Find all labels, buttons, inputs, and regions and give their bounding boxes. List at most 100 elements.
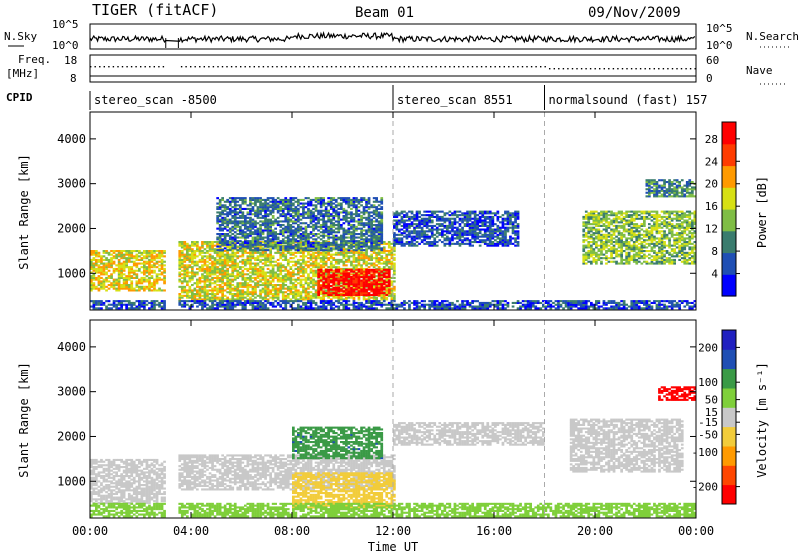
heatmap-cell <box>390 266 394 269</box>
heatmap-cell <box>276 266 280 269</box>
heatmap-cell <box>254 238 257 241</box>
heatmap-cell <box>365 290 368 293</box>
heatmap-cell <box>107 275 111 278</box>
heatmap-cell <box>360 243 363 246</box>
heatmap-cell <box>314 245 318 248</box>
heatmap-cell <box>218 278 222 281</box>
heatmap-cell <box>107 280 111 283</box>
heatmap-cell <box>239 260 242 263</box>
heatmap-cell <box>231 198 235 201</box>
heatmap-cell <box>203 298 207 301</box>
heatmap-cell <box>463 232 467 235</box>
heatmap-cell <box>249 209 252 212</box>
heatmap-cell <box>281 291 285 294</box>
heatmap-cell <box>438 239 442 242</box>
heatmap-cell <box>264 282 267 285</box>
heatmap-cell <box>304 227 308 230</box>
power-heatmap <box>90 112 697 310</box>
heatmap-cell <box>317 198 320 201</box>
heatmap-cell <box>163 275 166 278</box>
heatmap-cell <box>264 222 267 225</box>
heatmap-cell <box>191 275 194 278</box>
heatmap-cell <box>239 267 242 270</box>
heatmap-cell <box>337 273 341 276</box>
heatmap-cell <box>233 236 237 239</box>
heatmap-cell <box>127 275 131 278</box>
freq-point <box>140 66 142 68</box>
heatmap-cell <box>188 260 192 263</box>
heatmap-cell <box>380 200 384 203</box>
heatmap-cell <box>382 266 386 269</box>
heatmap-cell <box>211 294 214 297</box>
heatmap-cell <box>309 296 313 299</box>
heatmap-cell <box>327 292 330 295</box>
heatmap-cell <box>130 289 134 292</box>
heatmap-cell <box>236 275 240 278</box>
heatmap-cell <box>284 280 288 283</box>
heatmap-cell <box>120 269 123 272</box>
heatmap-cell <box>90 275 93 278</box>
heatmap-cell <box>319 243 323 246</box>
heatmap-cell <box>393 298 396 301</box>
heatmap-cell <box>377 290 381 293</box>
heatmap-cell <box>261 287 265 290</box>
heatmap-cell <box>380 197 384 200</box>
heatmap-cell <box>266 198 270 201</box>
heatmap-cell <box>329 198 333 201</box>
heatmap-cell <box>286 218 290 221</box>
heatmap-cell <box>246 211 250 214</box>
heatmap-cell <box>206 291 209 294</box>
heatmap-cell <box>266 275 270 278</box>
heatmap-cell <box>112 285 116 288</box>
heatmap-cell <box>377 292 381 295</box>
heatmap-cell <box>143 266 146 269</box>
heatmap-cell <box>140 271 144 274</box>
heatmap-cell <box>327 238 330 241</box>
heatmap-cell <box>125 278 128 281</box>
heatmap-cell <box>317 202 320 205</box>
heatmap-cell <box>191 242 194 245</box>
heatmap-cell <box>153 282 156 285</box>
heatmap-cell <box>281 282 285 285</box>
heatmap-cell <box>264 213 267 216</box>
heatmap-cell <box>334 268 338 271</box>
heatmap-cell <box>476 237 479 240</box>
heatmap-cell <box>375 290 378 293</box>
heatmap-cell <box>251 253 255 256</box>
heatmap-cell <box>317 233 320 236</box>
heatmap-cell <box>138 255 141 258</box>
heatmap-cell <box>340 197 343 200</box>
heatmap-cell <box>198 280 202 283</box>
heatmap-cell <box>387 242 391 245</box>
heatmap-cell <box>362 207 366 210</box>
heatmap-cell <box>433 242 437 245</box>
heatmap-cell <box>233 215 237 218</box>
heatmap-cell <box>241 215 245 218</box>
heatmap-cell <box>127 289 131 292</box>
heatmap-cell <box>92 282 96 285</box>
heatmap-cell <box>476 219 479 222</box>
heatmap-cell <box>261 289 265 292</box>
heatmap-cell <box>304 238 308 241</box>
heatmap-cell <box>355 257 358 260</box>
heatmap-cell <box>350 227 353 230</box>
heatmap-cell <box>127 257 131 260</box>
heatmap-cell <box>292 240 295 243</box>
heatmap-cell <box>302 273 305 276</box>
heatmap-cell <box>90 276 93 279</box>
heatmap-cell <box>350 250 353 253</box>
heatmap-cell <box>279 253 283 256</box>
heatmap-cell <box>274 294 277 297</box>
heatmap-cell <box>292 296 295 299</box>
heatmap-cell <box>246 220 250 223</box>
heatmap-cell <box>304 294 308 297</box>
heatmap-cell <box>233 251 237 254</box>
heatmap-cell <box>360 253 363 256</box>
heatmap-cell <box>269 258 272 261</box>
heatmap-cell <box>377 222 381 225</box>
heatmap-cell <box>304 291 308 294</box>
heatmap-cell <box>279 220 283 223</box>
sky-left-tick-bottom: 10^0 <box>52 39 79 52</box>
heatmap-cell <box>451 224 454 227</box>
heatmap-cell <box>458 232 462 235</box>
